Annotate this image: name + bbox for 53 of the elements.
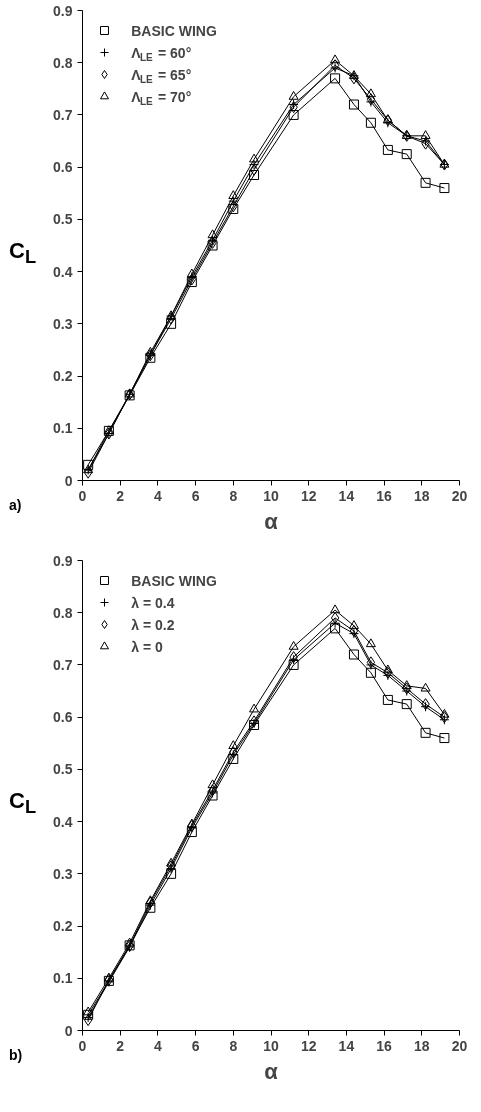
x-tick-label: 8 <box>229 1037 238 1054</box>
x-tick-label: 14 <box>338 1037 355 1054</box>
x-tick-label: 20 <box>451 487 468 504</box>
legend-label: λ = 0 <box>131 638 163 655</box>
y-tick-label: 0.6 <box>53 709 73 726</box>
legend-label: λ = 0.4 <box>131 594 175 611</box>
y-tick-label: 0.1 <box>53 970 73 987</box>
x-tick-label: 10 <box>263 487 279 504</box>
x-tick-label: 16 <box>376 1037 393 1054</box>
x-tick-label: 14 <box>338 487 355 504</box>
y-tick-label: 0.8 <box>53 604 73 621</box>
x-tick-label: 0 <box>78 1037 87 1054</box>
y-tick-label: 0.4 <box>53 263 73 280</box>
legend-label: λ = 0.2 <box>131 616 175 633</box>
x-tick-label: 12 <box>300 1037 317 1054</box>
x-tick-label: 20 <box>451 1037 468 1054</box>
x-tick-label: 2 <box>116 487 125 504</box>
x-tick-label: 8 <box>229 487 238 504</box>
text: b) <box>9 1046 23 1065</box>
y-tick-label: 0.4 <box>53 813 73 830</box>
y-tick-label: 0.3 <box>53 315 73 332</box>
y-tick-label: 0 <box>64 1022 73 1039</box>
x-tick-label: 18 <box>414 1037 430 1054</box>
y-tick-label: 0.9 <box>53 552 73 569</box>
x-axis-title: α <box>264 1058 279 1084</box>
y-tick-label: 0.3 <box>53 865 73 882</box>
y-tick-label: 0 <box>64 472 73 489</box>
text: a) <box>9 496 22 515</box>
y-tick-label: 0.6 <box>53 159 73 176</box>
y-tick-label: 0.1 <box>53 420 73 437</box>
y-tick-label: 0.7 <box>53 656 73 673</box>
y-tick-label: 0.8 <box>53 54 73 71</box>
x-tick-label: 6 <box>191 487 200 504</box>
y-tick-label: 0.5 <box>53 761 73 778</box>
x-tick-label: 12 <box>300 487 317 504</box>
x-tick-label: 10 <box>263 1037 279 1054</box>
y-tick-label: 0.5 <box>53 211 73 228</box>
y-tick-label: 0.7 <box>53 106 73 123</box>
x-tick-label: 0 <box>78 487 87 504</box>
x-axis-title: α <box>264 508 279 534</box>
y-axis-title: C$_{L}$ <box>9 237 37 270</box>
legend-label: BASIC WING <box>131 22 217 39</box>
y-axis-title: C$_{L}$ <box>9 787 37 820</box>
y-tick-label: 0.2 <box>53 368 73 385</box>
y-tick-label: 0.2 <box>53 918 73 935</box>
x-tick-label: 4 <box>154 487 163 504</box>
y-tick-label: 0.9 <box>53 2 73 19</box>
x-tick-label: 18 <box>414 487 430 504</box>
x-tick-label: 2 <box>116 1037 125 1054</box>
x-tick-label: 6 <box>191 1037 200 1054</box>
x-tick-label: 16 <box>376 487 393 504</box>
legend-label: BASIC WING <box>131 572 217 589</box>
x-tick-label: 4 <box>154 1037 163 1054</box>
